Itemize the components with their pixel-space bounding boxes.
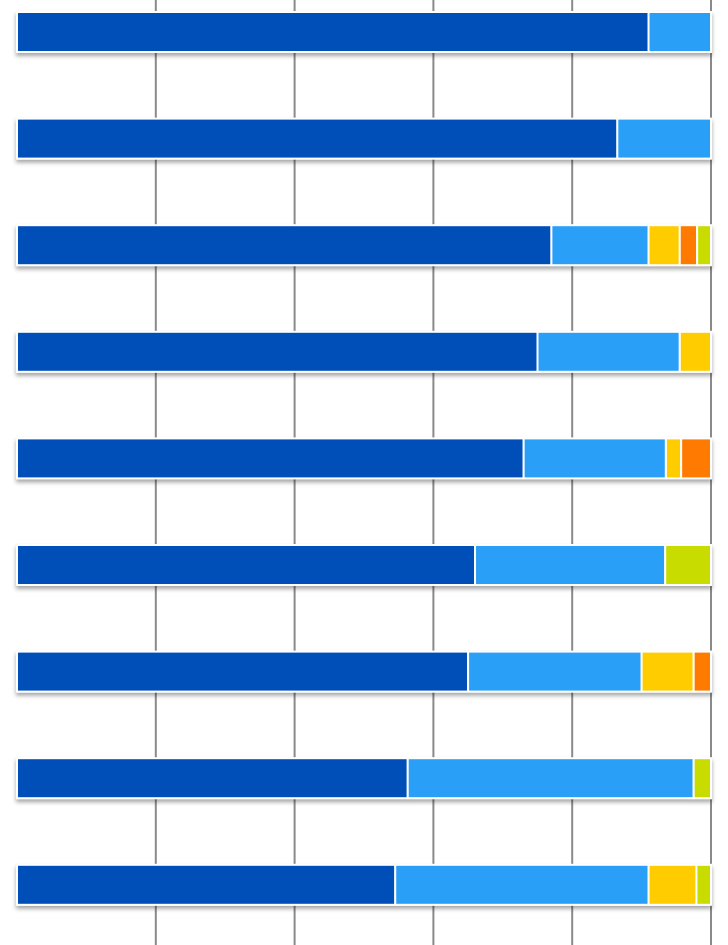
bar-segment [16, 437, 525, 480]
bar-segment [467, 650, 643, 693]
bar-row [16, 650, 713, 693]
bar-segment [664, 437, 683, 480]
bar-segment [678, 224, 699, 267]
bar-segment [680, 437, 713, 480]
bar-segment [678, 330, 713, 373]
bar-segment [692, 757, 713, 800]
bar-segment [695, 863, 713, 906]
bar-segment [522, 437, 667, 480]
bar-segment [664, 544, 712, 586]
bar-segment [696, 224, 712, 267]
bar-segment [474, 544, 667, 586]
bars [16, 11, 713, 906]
bar-row [16, 117, 712, 160]
bar-row [16, 224, 712, 267]
bar-segment [16, 757, 409, 800]
bar-segment [406, 757, 695, 800]
bar-segment [16, 11, 650, 53]
bar-row [16, 11, 712, 53]
bar-segment [616, 117, 712, 160]
bar-segment [536, 330, 681, 373]
bar-row [16, 330, 713, 373]
bar-segment [550, 224, 650, 267]
bar-row [16, 544, 712, 586]
bar-segment [16, 863, 397, 906]
bar-row [16, 757, 713, 800]
bar-segment [16, 117, 619, 160]
bar-segment [647, 224, 681, 267]
bar-segment [640, 650, 695, 693]
bar-segment [16, 330, 539, 373]
bar-segment [394, 863, 650, 906]
bar-segment [16, 544, 477, 586]
bar-row [16, 437, 713, 480]
bar-segment [692, 650, 713, 693]
bar-segment [647, 863, 698, 906]
bar-segment [16, 224, 553, 267]
bar-row [16, 863, 713, 906]
bar-segment [16, 650, 470, 693]
bar-segment [647, 11, 712, 53]
